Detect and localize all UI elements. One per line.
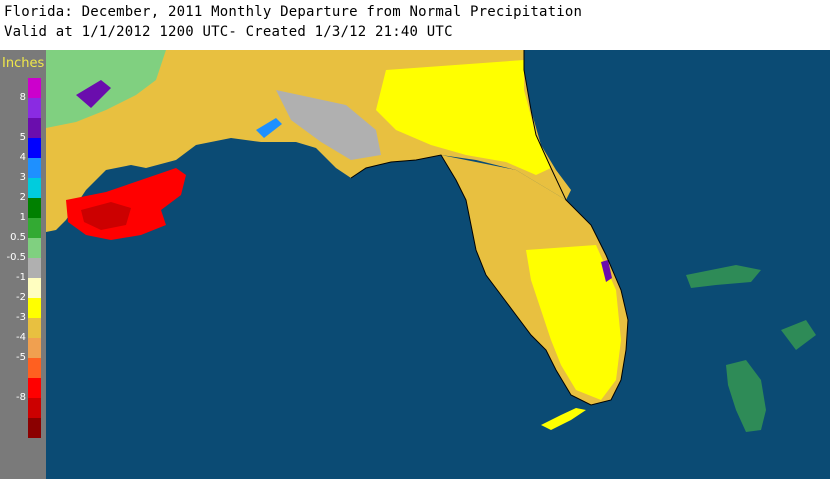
bahamas-islands <box>781 320 816 350</box>
legend-tick-label: -1 <box>16 272 26 283</box>
legend-swatch <box>28 238 41 258</box>
legend-swatch <box>28 258 41 278</box>
legend-swatch <box>28 298 41 318</box>
legend-tick-label: -0.5 <box>6 252 26 263</box>
coastline <box>350 50 629 406</box>
yellow-region-south <box>526 245 621 400</box>
legend-swatch <box>28 198 41 218</box>
color-legend: Inches 8 5 4 3 2 1 0.5 -0.5 -1 -2 -3 -4 -5 -8 <box>0 50 46 479</box>
legend-swatch <box>28 218 41 238</box>
florida-keys <box>541 408 586 430</box>
legend-tick-label: -8 <box>16 392 26 403</box>
legend-swatch <box>28 358 41 378</box>
wet-spot-east-coast <box>601 260 612 282</box>
legend-tick-label: 1 <box>19 212 26 223</box>
legend-swatch <box>28 138 41 158</box>
legend-swatch <box>28 338 41 358</box>
bahamas-great-abaco <box>686 265 761 288</box>
legend-tick-label: 8 <box>19 92 26 103</box>
legend-tick-label: 4 <box>19 152 26 163</box>
bahamas-andros <box>726 360 766 432</box>
legend-swatch <box>28 318 41 338</box>
legend-swatch <box>28 278 41 298</box>
wet-spot-blue-1 <box>76 80 111 108</box>
legend-tick-label: 3 <box>19 172 26 183</box>
wet-spot-blue-2 <box>256 118 282 138</box>
legend-swatch <box>28 418 41 438</box>
legend-tick-label: -2 <box>16 292 26 303</box>
legend-swatch <box>28 118 41 138</box>
legend-swatch <box>28 78 41 98</box>
legend-tick-label: -5 <box>16 352 26 363</box>
legend-swatch <box>28 158 41 178</box>
dry-region-louisiana-core <box>81 202 131 230</box>
legend-swatch <box>28 178 41 198</box>
yellow-region-north <box>376 60 551 175</box>
legend-tick-label: -3 <box>16 312 26 323</box>
legend-swatch <box>28 398 41 418</box>
precipitation-map <box>46 50 830 479</box>
legend-title: Inches <box>2 56 45 71</box>
header: Florida: December, 2011 Monthly Departur… <box>0 0 830 50</box>
legend-tick-label: 0.5 <box>10 232 26 243</box>
legend-tick-label: 5 <box>19 132 26 143</box>
legend-swatch <box>28 98 41 118</box>
map-subtitle: Valid at 1/1/2012 1200 UTC- Created 1/3/… <box>4 24 453 40</box>
legend-tick-label: 2 <box>19 192 26 203</box>
legend-tick-label: -4 <box>16 332 26 343</box>
map-title: Florida: December, 2011 Monthly Departur… <box>4 4 583 20</box>
legend-swatch <box>28 378 41 398</box>
wet-region-panhandle <box>276 90 381 160</box>
